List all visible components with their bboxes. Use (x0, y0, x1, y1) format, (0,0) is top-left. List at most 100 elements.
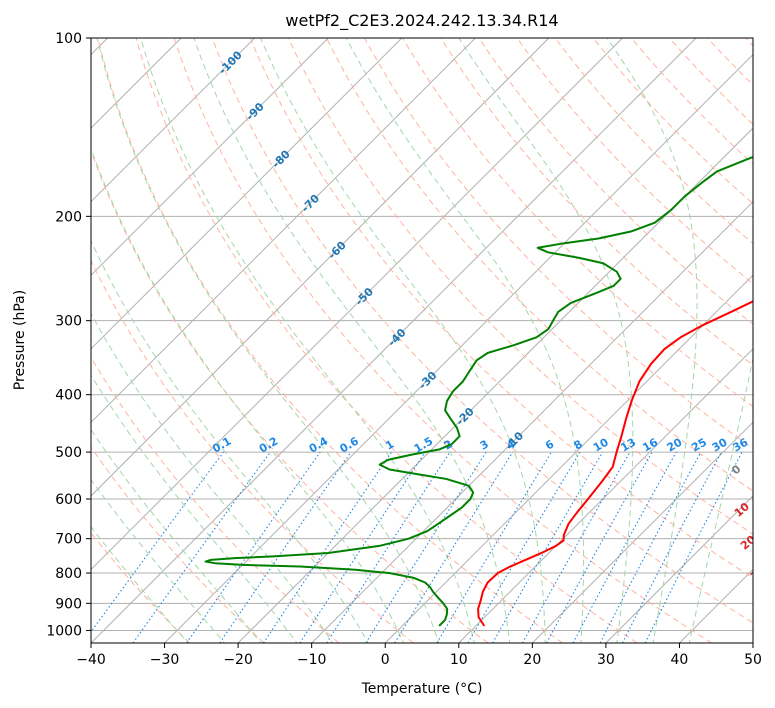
y-tick-label: 600 (55, 492, 82, 508)
dry-adiabat-line (135, 38, 638, 643)
dry-adiabat-label: 20 (738, 533, 758, 553)
mixing-ratio-line (365, 451, 487, 643)
moist-adiabat-line (458, 38, 634, 643)
isotherm-line (91, 38, 256, 203)
x-axis-label: Temperature (°C) (361, 681, 483, 697)
dry-adiabat-line (745, 38, 753, 47)
moist-adiabat-label: 0 (729, 462, 743, 477)
mixing-ratio-label: 6 (543, 437, 556, 452)
dry-adiabat-line (440, 38, 753, 366)
x-tick-label: 30 (597, 652, 615, 668)
moist-adiabat-line (260, 38, 546, 643)
isotherm-line (91, 38, 476, 424)
y-tick-label: 100 (55, 31, 82, 47)
x-tick-label: 10 (450, 652, 468, 668)
mixing-ratio-line (436, 451, 552, 643)
isotherm-line (91, 38, 329, 276)
x-tick-label: 50 (744, 652, 762, 668)
isotherm-line (164, 53, 753, 643)
temperature-profile-line (477, 300, 753, 627)
mixing-ratio-line (521, 451, 631, 643)
plot-area: 0.1 0.2 0.4 0.6 1 1.5 2 3 4 6 8 10 13 16 20 25 30 36-100-… (91, 38, 775, 643)
y-tick-label: 900 (55, 596, 82, 612)
dry-adiabat-line (91, 356, 340, 643)
y-axis-label: Pressure (hPa) (12, 290, 28, 390)
mixing-ratio-line (492, 451, 604, 643)
mixing-ratio-line (467, 451, 581, 643)
dry-adiabat-line (326, 38, 753, 492)
y-tick-label: 200 (55, 209, 82, 225)
x-tick-label: −20 (223, 652, 253, 668)
mixing-ratio-line (644, 451, 743, 643)
y-tick-label: 800 (55, 566, 82, 582)
dry-adiabat-line (173, 38, 713, 643)
mixing-ratio-line (326, 451, 451, 643)
plot-frame (90, 37, 754, 644)
isotherm-line (384, 274, 753, 643)
moist-adiabat-line (606, 38, 698, 643)
isotherm-line (91, 38, 550, 497)
moist-adiabat-line (193, 38, 511, 643)
dry-adiabat-line (516, 38, 753, 285)
dry-adiabat-label: 30 (748, 563, 768, 583)
isotherm-label: -100 (216, 48, 245, 77)
mixing-ratio-line (91, 451, 224, 633)
mixing-ratio-line (394, 451, 514, 643)
mixing-ratio-line (572, 451, 677, 643)
moist-adiabat-line (91, 478, 226, 643)
isotherm-line (91, 38, 697, 643)
isotherm-label: -80 (270, 147, 293, 170)
y-tick-label: 500 (55, 445, 82, 461)
chart-title: wetPf2_C2E3.2024.242.13.34.R14 (285, 11, 558, 31)
dry-adiabat-line (91, 149, 489, 643)
y-tick-label: 300 (55, 314, 82, 330)
x-tick-label: −10 (297, 652, 327, 668)
dry-adiabat-line (669, 38, 753, 126)
isotherm-line (458, 348, 753, 643)
isotherm-line (531, 421, 753, 643)
dry-adiabat-line (630, 38, 753, 165)
dry-adiabat-line (554, 38, 753, 245)
isotherm-line (605, 495, 753, 643)
dry-adiabat-line (211, 38, 753, 624)
x-tick-label: −30 (150, 652, 180, 668)
isotherm-line (679, 568, 753, 643)
isotherm-line (91, 38, 403, 350)
x-tick-label: 40 (671, 652, 689, 668)
dry-adiabat-line (707, 38, 753, 86)
axis-ticks: −40 −30 −20 −10 0 10 20 30 40 5010020030040050060… (46, 31, 762, 668)
dry-adiabat-line (249, 38, 753, 579)
dry-adiabat-label: 10 (732, 500, 752, 520)
moist-adiabat-line (345, 38, 585, 643)
mixing-ratio-line (186, 451, 321, 643)
mixing-ratio-label: 3 (478, 438, 491, 453)
moist-adiabat-line (688, 355, 753, 643)
dry-adiabat-line (91, 259, 414, 643)
moist-adiabat-line (91, 239, 369, 643)
mixing-ratio-line (599, 451, 702, 643)
moist-adiabat-line (91, 374, 298, 643)
mixing-ratio-line (219, 451, 352, 643)
dry-adiabat-line (97, 38, 563, 643)
dry-adiabat-label: 40 (770, 588, 775, 608)
y-tick-label: 400 (55, 388, 82, 404)
x-tick-label: 0 (381, 652, 390, 668)
dry-adiabat-line (91, 446, 265, 643)
dry-adiabat-line (91, 532, 191, 643)
dry-adiabat-line (364, 38, 753, 450)
dry-adiabat-line (592, 38, 753, 205)
x-tick-label: −40 (76, 652, 106, 668)
moist-adiabat-line (91, 525, 189, 643)
x-tick-label: 20 (523, 652, 541, 668)
dewpoint-profile-line (204, 155, 753, 627)
mixing-ratio-line (546, 451, 653, 643)
dry-adiabat-line (478, 38, 753, 325)
isotherm-line (752, 642, 753, 643)
isotherm-line (91, 38, 623, 571)
isotherm-line (237, 127, 753, 643)
mixing-ratio-line (132, 451, 271, 643)
moist-adiabat-line (91, 147, 405, 643)
dry-adiabat-line (287, 38, 753, 535)
